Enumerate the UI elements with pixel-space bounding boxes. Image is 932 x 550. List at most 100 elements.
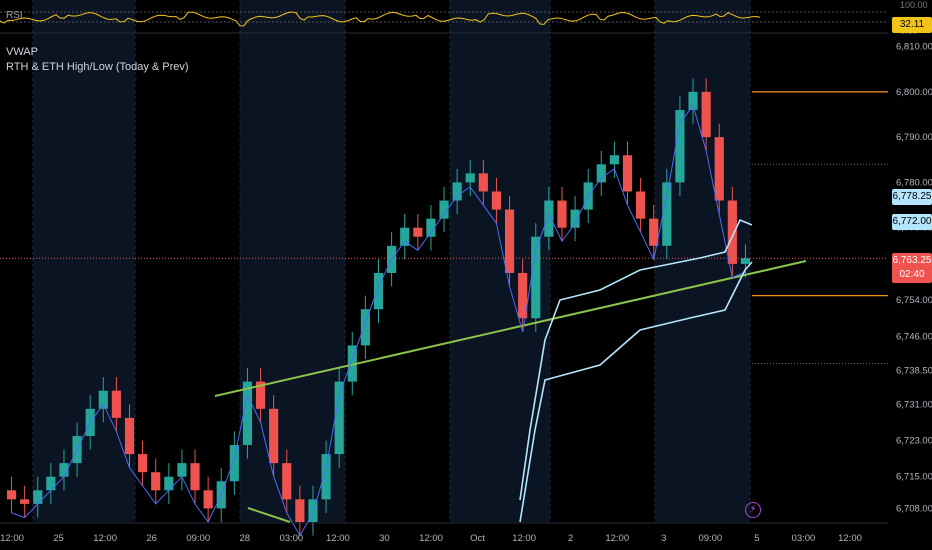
candle-body (622, 155, 633, 192)
candle-body (413, 227, 423, 237)
candle-body (229, 445, 239, 482)
time-tick-label: 12:00 (512, 533, 536, 544)
price-tick-label: 6,754.00 (896, 295, 932, 306)
time-tick-label: 25 (53, 533, 64, 544)
candle-body (308, 499, 318, 522)
price-tick-label: 6,731.00 (896, 399, 932, 410)
candle-body (531, 236, 541, 319)
rsi-line (0, 11, 761, 27)
candle-body (465, 173, 475, 183)
time-tick-label: 12:00 (419, 533, 443, 544)
vwap-upper-band (519, 218, 753, 501)
candle-body (6, 490, 17, 500)
candle-body (662, 182, 672, 246)
candle-body (740, 258, 751, 264)
candle-body (242, 381, 253, 446)
candle-body (675, 109, 685, 183)
candle-body (544, 200, 554, 237)
candle-body (452, 182, 462, 201)
price-tick-label: 6,780.00 (896, 177, 932, 188)
candle-body (727, 200, 737, 264)
legend-vwap[interactable]: VWAP (6, 46, 38, 58)
price-tick-label: 6,790.00 (896, 132, 932, 143)
time-tick-label: 12:00 (838, 533, 862, 544)
candle-body (295, 499, 305, 522)
vwap-upper-badge: 6,778.25 (892, 189, 932, 205)
candle-body (282, 463, 292, 500)
candle-body (46, 476, 56, 491)
last-price-badge: 6,763.25 (892, 253, 932, 269)
rsi-panel: 100.000.00 (0, 0, 928, 36)
candle-body (20, 499, 30, 504)
candle-body (190, 463, 200, 491)
candle-body (636, 191, 646, 219)
time-tick-label: Oct (470, 533, 485, 544)
time-tick-label: 12:00 (0, 533, 24, 544)
time-tick-label: 12:00 (93, 533, 117, 544)
candle-body (255, 381, 266, 409)
candle-body (111, 390, 121, 418)
time-tick-label: 09:00 (186, 533, 210, 544)
time-tick-label: 03:00 (792, 533, 816, 544)
rsi-value-badge: 32.11 (892, 17, 932, 33)
rsi-scale-label: 100.00 (900, 0, 928, 10)
candle-body (518, 272, 528, 319)
session-band (240, 0, 345, 522)
legend-rth-eth[interactable]: RTH & ETH High/Low (Today & Prev) (6, 61, 189, 73)
session-band (33, 0, 135, 522)
candle-body (203, 490, 213, 509)
candle-body (164, 476, 174, 491)
price-tick-label: 6,715.00 (896, 472, 932, 483)
lightning-icon[interactable]: ⚡ (745, 502, 761, 518)
time-tick-label: 30 (379, 533, 390, 544)
vwap-lower-band (519, 261, 753, 523)
time-tick-label: 2 (568, 533, 573, 544)
vwap-lower-badge: 6,772.00 (892, 214, 932, 230)
candle-body (400, 227, 410, 246)
candle-body (426, 218, 436, 237)
candle-body (373, 272, 384, 310)
candle-body (151, 472, 161, 491)
candle-body (269, 408, 279, 464)
time-tick-label: 26 (146, 533, 157, 544)
time-tick-label: 09:00 (698, 533, 722, 544)
time-tick-label: 03:00 (279, 533, 303, 544)
rsi-label: RSI (6, 10, 23, 21)
countdown-badge: 02:40 (892, 267, 932, 283)
time-tick-label: 12:00 (326, 533, 350, 544)
candle-body (439, 200, 449, 219)
candle-body (59, 463, 69, 477)
price-tick-label: 6,708.00 (896, 503, 932, 514)
candle-body (347, 345, 357, 382)
vwap-line (11, 104, 746, 537)
candle-body (478, 173, 488, 192)
candle-body (557, 200, 567, 228)
trendline (214, 260, 807, 397)
candle-body (360, 309, 370, 346)
candle-body (33, 490, 43, 504)
time-tick-label: 28 (239, 533, 250, 544)
candle-body (570, 209, 580, 228)
session-shading (32, 0, 751, 522)
candle-body (714, 137, 724, 201)
time-axis: 12:00 25 12:00 26 09:00 28 03:00 12:00 30 12:00 Oc… (0, 522, 888, 544)
time-tick-label: 12:00 (605, 533, 629, 544)
candle-body (177, 463, 187, 477)
price-levels (0, 91, 888, 365)
candle-body (138, 454, 148, 473)
indicator-lines (11, 104, 807, 537)
time-tick-label: 3 (661, 533, 666, 544)
candle-body (688, 91, 698, 110)
candle-body (504, 209, 515, 273)
candle-body (596, 164, 606, 183)
candle-body (334, 381, 344, 455)
candle-body (649, 218, 659, 246)
price-tick-label: 6,746.00 (896, 331, 932, 342)
trendline-lower (247, 507, 291, 523)
candle-body (701, 91, 711, 138)
time-tick-label: 5 (754, 533, 759, 544)
candle-body (321, 454, 331, 500)
candle-body (491, 191, 502, 210)
price-tick-label: 6,738.50 (896, 365, 932, 376)
